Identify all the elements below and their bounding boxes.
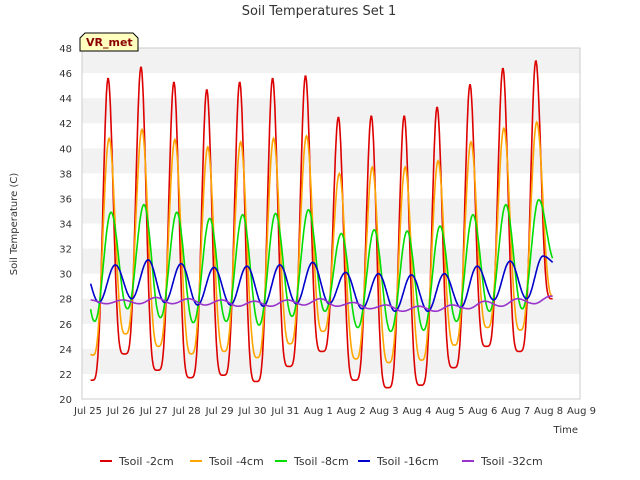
y-tick-label: 38 (59, 169, 72, 180)
legend: Tsoil -2cm Tsoil -4cm Tsoil -8cm Tsoil -16c… (100, 455, 543, 468)
grid-band (82, 48, 580, 74)
x-tick-label: Aug 2 (337, 406, 366, 417)
x-tick-label: Aug 7 (501, 406, 530, 417)
y-tick-label: 24 (59, 345, 72, 356)
x-tick-label: Jul 31 (270, 406, 299, 417)
y-tick-label: 36 (59, 194, 72, 205)
grid-band (82, 198, 580, 224)
y-tick-label: 44 (59, 94, 72, 105)
series-line-2 (90, 120, 553, 364)
legend-label: Tsoil -16cm (376, 455, 439, 468)
x-tick-label: Aug 5 (435, 406, 464, 417)
grid-band (82, 98, 580, 124)
y-tick-label: 26 (59, 320, 72, 331)
x-axis: Jul 25 Jul 26 Jul 27 Jul 28 Jul 29 Jul 30 Jul … (73, 406, 596, 417)
x-tick-label: Jul 26 (106, 406, 135, 417)
x-axis-label: Time (553, 425, 578, 436)
grid-band (82, 348, 580, 374)
legend-label: Tsoil -2cm (118, 455, 174, 468)
x-tick-label: Jul 25 (73, 406, 102, 417)
grid-band (82, 223, 580, 249)
series-line-3 (89, 198, 554, 333)
x-tick-label: Aug 1 (304, 406, 333, 417)
chart-title: Soil Temperatures Set 1 (242, 4, 397, 19)
y-tick-label: 20 (59, 395, 72, 406)
x-tick-label: Jul 30 (238, 406, 267, 417)
grid-band (82, 148, 580, 174)
series-line-5 (90, 295, 553, 313)
plot-frame (81, 47, 581, 400)
y-tick-label: 30 (59, 270, 72, 281)
y-tick-label: 22 (59, 370, 72, 381)
x-tick-label: Jul 27 (139, 406, 168, 417)
series-lines (89, 60, 554, 389)
x-tick-label: Aug 3 (370, 406, 399, 417)
grid-band (82, 173, 580, 199)
y-axis-label: Soil Temperature (C) (9, 173, 20, 276)
station-badge: VR_met (79, 32, 139, 52)
grid-band (82, 73, 580, 99)
y-tick-label: 34 (59, 220, 72, 231)
badge-shape (79, 32, 139, 52)
legend-label: Tsoil -32cm (480, 455, 543, 468)
grid-band (82, 373, 580, 399)
x-tick-label: Jul 28 (172, 406, 201, 417)
y-tick-label: 40 (59, 144, 72, 155)
y-tick-label: 48 (59, 44, 72, 55)
x-tick-label: Aug 6 (468, 406, 497, 417)
legend-label: Tsoil -4cm (208, 455, 264, 468)
x-tick-label: Aug 9 (567, 406, 596, 417)
y-tick-label: 46 (59, 69, 72, 80)
y-tick-label: 42 (59, 119, 72, 130)
y-axis: 20 22 24 26 28 30 32 34 36 38 40 42 44 46 48 (59, 44, 72, 406)
y-tick-label: 32 (59, 245, 72, 256)
legend-label: Tsoil -8cm (293, 455, 349, 468)
y-tick-label: 28 (59, 295, 72, 306)
grid-band (82, 123, 580, 149)
x-tick-label: Aug 4 (402, 406, 431, 417)
x-tick-label: Aug 8 (534, 406, 563, 417)
x-tick-label: Jul 29 (205, 406, 234, 417)
series-line-4 (89, 255, 554, 313)
badge-label: VR_met (86, 36, 133, 49)
